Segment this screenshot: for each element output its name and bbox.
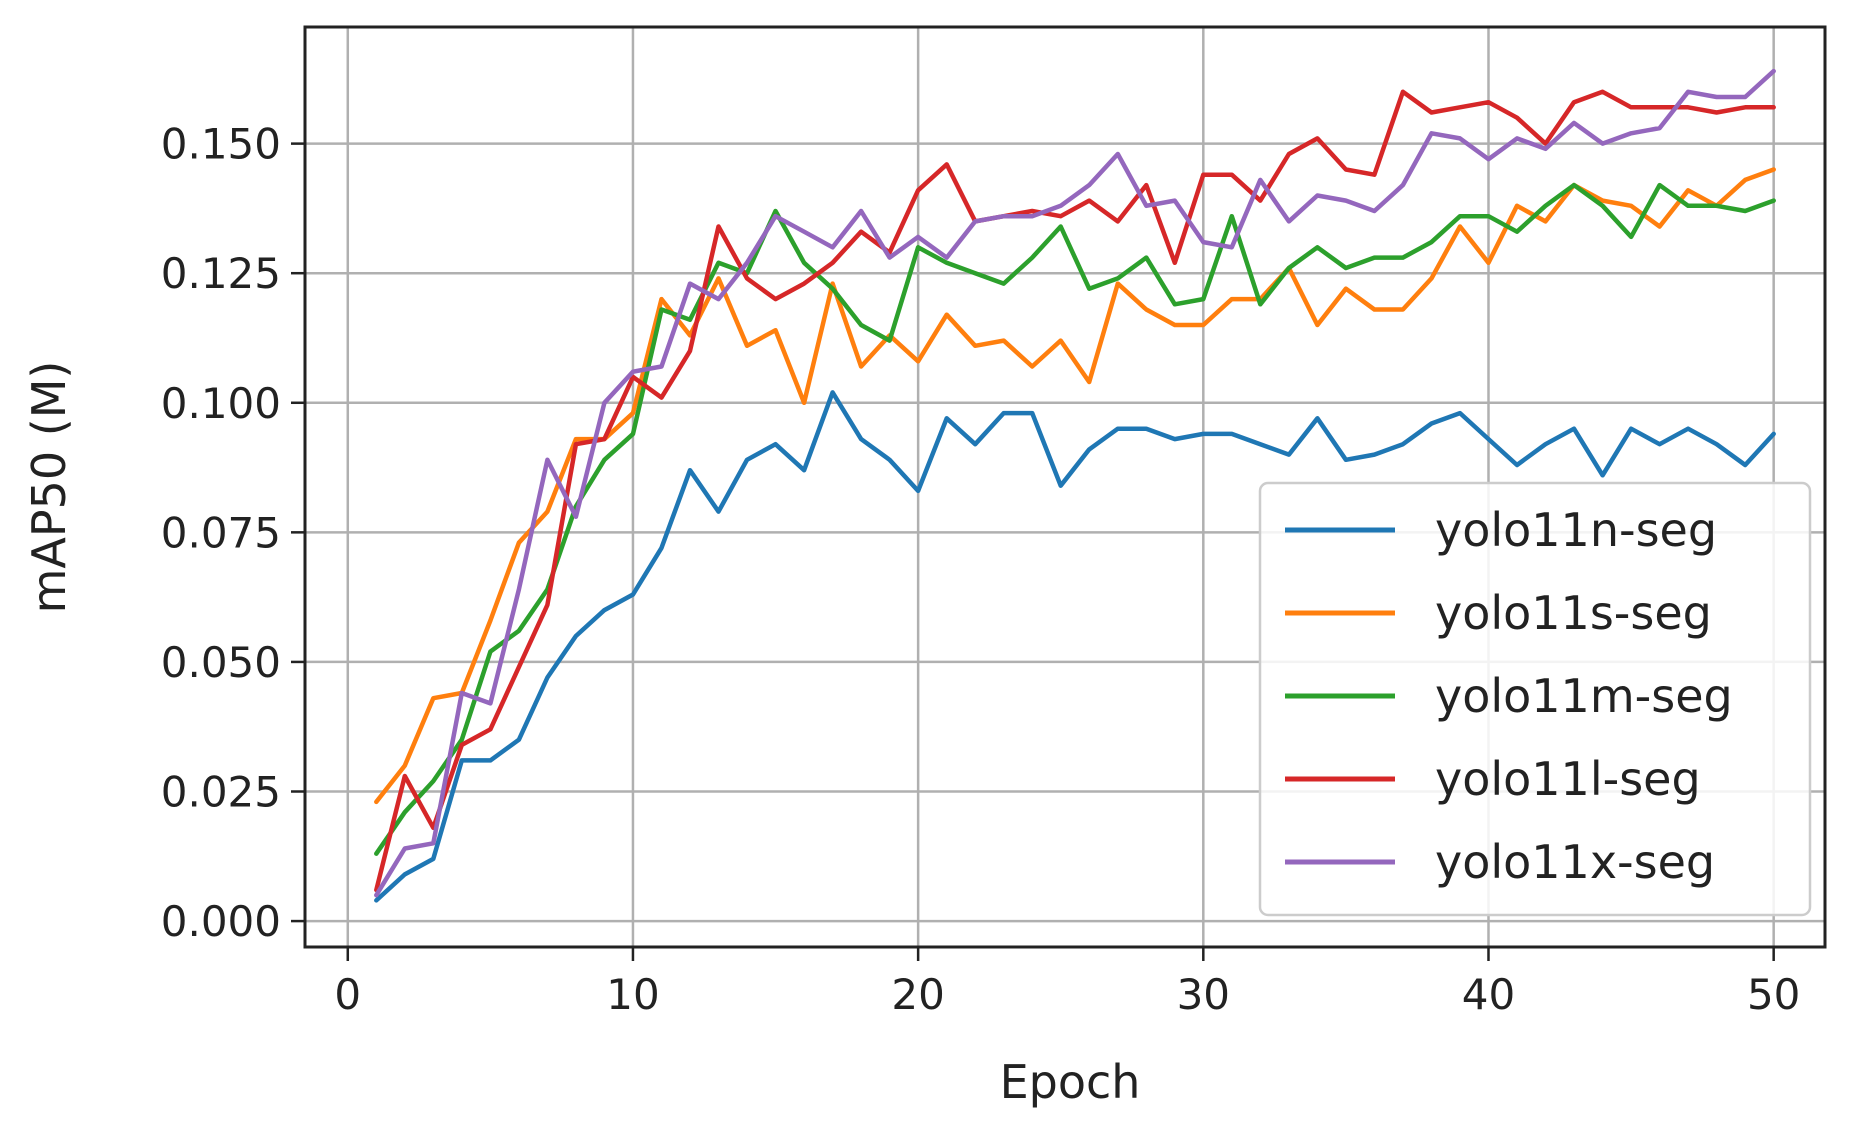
series-line-yolo11m-seg (374, 182, 1776, 856)
y-axis-label: mAP50 (M) (22, 361, 76, 614)
x-tick-label: 30 (1177, 970, 1230, 1019)
x-axis-label: Epoch (1000, 1055, 1141, 1109)
x-tick-label: 20 (891, 970, 944, 1019)
series-lines (374, 68, 1776, 903)
legend-label: yolo11m-seg (1435, 669, 1733, 723)
legend-label: yolo11l-seg (1435, 752, 1701, 806)
y-tick-label: 0.025 (161, 768, 281, 817)
x-tick-label: 50 (1747, 970, 1800, 1019)
x-tick-label: 40 (1462, 970, 1515, 1019)
y-tick-label: 0.150 (161, 120, 281, 169)
y-tick-label: 0.100 (161, 379, 281, 428)
legend-label: yolo11n-seg (1435, 503, 1717, 557)
series-line-yolo11s-seg (374, 167, 1776, 805)
series-line-yolo11n-seg (374, 390, 1776, 903)
series-line-yolo11l-seg (374, 89, 1776, 893)
x-tick-label: 10 (606, 970, 659, 1019)
legend-frame (1258, 481, 1812, 917)
legend-label: yolo11s-seg (1435, 586, 1712, 640)
y-axis-ticks: 0.000 0.025 0.050 0.075 0.100 0.125 0.150 (161, 120, 305, 946)
y-tick-label: 0.125 (161, 249, 281, 298)
legend-label: yolo11x-seg (1435, 835, 1715, 889)
series-line-yolo11x-seg (374, 68, 1776, 898)
x-axis-ticks: 0 10 20 30 40 50 (334, 947, 1800, 1019)
y-tick-label: 0.000 (161, 897, 281, 946)
x-tick-label: 0 (334, 970, 361, 1019)
y-tick-label: 0.075 (161, 508, 281, 557)
legend: yolo11n-seg yolo11s-seg yolo11m-seg yolo11l… (1258, 481, 1812, 917)
y-tick-label: 0.050 (161, 638, 281, 687)
plot-frame (303, 25, 1827, 949)
